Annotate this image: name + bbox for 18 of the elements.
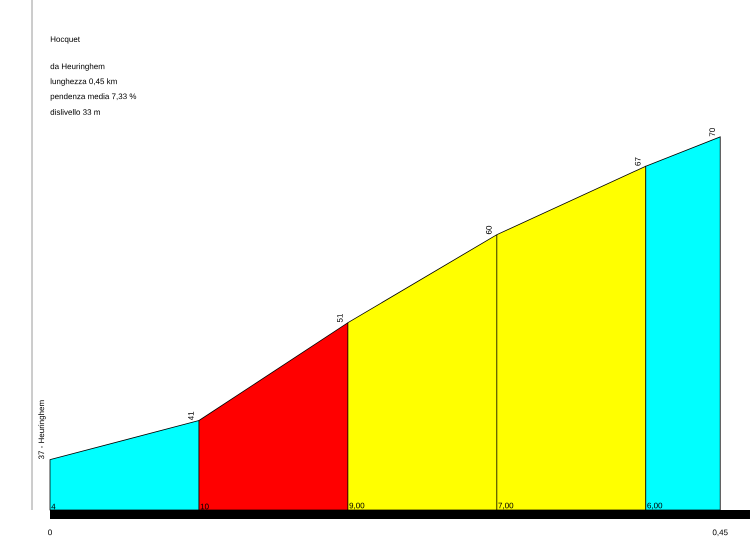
text: lunghezza 0,45 km: [50, 78, 117, 86]
data-label: 51: [337, 314, 343, 322]
text: dislivello 33 m: [50, 109, 100, 115]
data-label: 60: [486, 226, 492, 234]
annotation: 7,00: [498, 502, 514, 510]
chart-subtitle: da Heuringhem: [50, 63, 104, 71]
annotation: 6,00: [647, 502, 662, 510]
data-label: 70: [709, 128, 716, 136]
x-tick-label: 0: [48, 530, 52, 536]
data-label: 67: [634, 158, 641, 166]
annotation: 10: [200, 504, 209, 510]
data-label: 37 - Heuringhem: [38, 400, 46, 460]
text: pendenza media 7,33 %: [50, 93, 136, 101]
chart-title: Hocquet: [50, 36, 80, 44]
x-tick-label: 0,45: [712, 530, 728, 536]
data-label: 41: [188, 412, 194, 420]
annotation: 9,00: [349, 502, 364, 510]
annotation: 4: [51, 504, 56, 510]
